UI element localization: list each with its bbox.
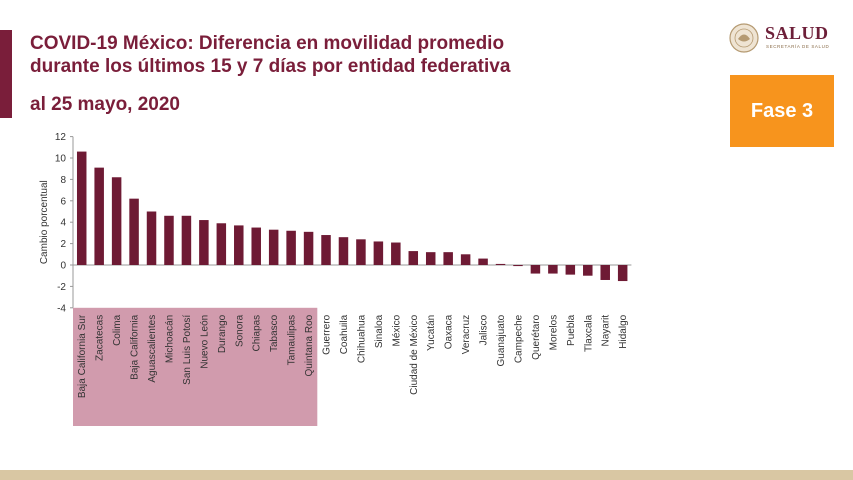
bar (251, 227, 261, 265)
bar (286, 230, 296, 265)
phase-badge: Fase 3 (730, 75, 834, 147)
x-tick-label: Jalisco (479, 314, 490, 345)
mobility-bar-chart: -4 -2 0 2 4 6 8 10 12 Cambio porcentual Baja Calif… (39, 132, 632, 426)
accent-bar (0, 30, 12, 118)
x-tick-label: Durango (217, 314, 228, 353)
bar (443, 252, 453, 265)
bar (338, 237, 349, 265)
bar (216, 223, 227, 265)
x-tick-label: Michoacán (164, 315, 175, 363)
page-title: COVID-19 México: Diferencia en movilidad… (30, 32, 510, 78)
bar (129, 198, 139, 265)
y-tick-label: -4 (57, 303, 66, 314)
logo-text: SALUD (765, 23, 829, 43)
x-tick-label: Nayarit (601, 315, 612, 347)
page-subtitle: al 25 mayo, 2020 (30, 94, 180, 115)
title-line-2: durante los últimos 15 y 7 días por enti… (30, 56, 511, 77)
x-tick-label: Hidalgo (618, 314, 629, 348)
x-tick-label: Puebla (566, 314, 577, 346)
highlight-region (73, 307, 318, 426)
x-tick-label: Tlaxcala (583, 314, 594, 352)
bar (94, 167, 104, 265)
bar (303, 231, 314, 265)
bar (460, 254, 471, 265)
y-tick-label: 12 (55, 132, 67, 143)
y-axis-label: Cambio porcentual (39, 180, 50, 264)
y-tick-label: 4 (60, 218, 66, 229)
y-tick-label: 10 (55, 154, 67, 165)
x-tick-label: Guanajuato (496, 314, 507, 366)
bar (530, 265, 541, 274)
x-tick-label: Oaxaca (444, 314, 455, 349)
x-tick-label: Coahuila (339, 314, 350, 354)
y-tick-label: 6 (60, 196, 66, 207)
bar (146, 211, 157, 265)
bar (495, 263, 506, 265)
bar (111, 177, 122, 265)
x-tick-label: Ciudad de México (409, 314, 420, 394)
bar (391, 242, 401, 265)
x-tick-label: Tabasco (269, 314, 280, 352)
x-tick-label: Chiapas (252, 315, 263, 352)
bar (268, 229, 279, 265)
x-tick-label: Yucatán (426, 315, 437, 351)
bar (373, 241, 384, 265)
bar (356, 239, 366, 265)
bar (617, 265, 628, 282)
bar (234, 225, 244, 265)
bar (513, 265, 523, 267)
bar (478, 258, 488, 265)
x-tick-label: Aguascalientes (147, 315, 158, 383)
x-tick-label: Veracruz (461, 315, 472, 354)
x-tick-label: Sonora (234, 314, 245, 347)
y-tick-label: 0 (60, 261, 66, 272)
salud-logo (729, 23, 759, 53)
bar (76, 151, 87, 265)
x-tick-label: Colima (112, 314, 123, 346)
bottom-strip (0, 470, 853, 480)
title-line-1: COVID-19 México: Diferencia en movilidad… (30, 33, 505, 54)
bar (565, 265, 576, 275)
x-tick-label: Zacatecas (95, 315, 106, 361)
bar (548, 265, 558, 274)
bar (164, 215, 174, 265)
x-tick-label: México (391, 314, 402, 346)
bar (600, 265, 610, 280)
x-tick-label: Campeche (513, 314, 524, 363)
x-tick-label: Tamaulipas (287, 315, 298, 366)
bar (321, 235, 331, 265)
x-tick-label: Baja California Sur (77, 314, 88, 398)
bar (583, 265, 593, 276)
x-tick-label: Baja California (130, 314, 141, 379)
x-tick-label: Querétaro (531, 314, 542, 359)
bar (425, 252, 436, 265)
bar (199, 220, 209, 265)
x-tick-label: Sinaloa (374, 314, 385, 348)
x-tick-label: Chihuahua (356, 314, 367, 363)
x-tick-label: Quintana Roo (304, 314, 315, 376)
y-tick-label: -2 (57, 282, 66, 293)
x-tick-label: Morelos (548, 315, 559, 351)
x-tick-label: San Luis Potosí (182, 315, 193, 385)
x-tick-label: Nuevo León (199, 315, 210, 369)
y-tick-label: 2 (60, 239, 66, 250)
logo-subtext: SECRETARÍA DE SALUD (766, 44, 830, 49)
bar (181, 215, 192, 265)
y-tick-label: 8 (60, 175, 66, 186)
bar (408, 251, 419, 265)
x-tick-label: Guerrero (322, 314, 333, 354)
